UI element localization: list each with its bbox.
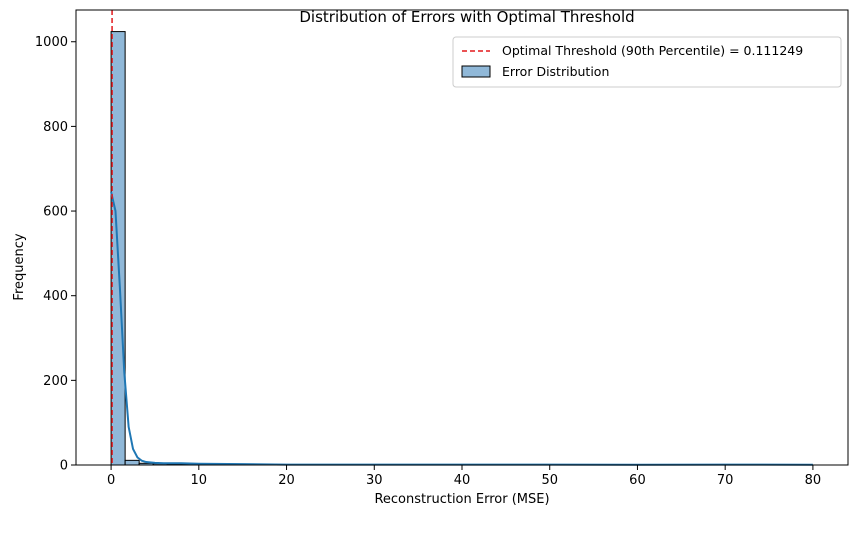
y-tick-label: 1000	[35, 35, 68, 50]
x-tick-label: 40	[454, 473, 471, 488]
legend-histogram-label: Error Distribution	[502, 64, 609, 79]
legend-threshold-label: Optimal Threshold (90th Percentile) = 0.…	[502, 43, 803, 58]
x-tick-label: 20	[278, 473, 295, 488]
legend: Optimal Threshold (90th Percentile) = 0.…	[452, 36, 842, 88]
x-tick-label: 50	[541, 473, 558, 488]
legend-histogram-swatch	[461, 65, 491, 78]
y-tick-label: 600	[43, 205, 68, 220]
legend-box	[452, 36, 842, 88]
x-tick-label: 70	[717, 473, 734, 488]
kde-line	[110, 191, 813, 466]
y-tick-label: 800	[43, 120, 68, 135]
x-tick-label: 0	[107, 473, 115, 488]
histogram-bar	[124, 459, 140, 466]
x-tick-label: 30	[366, 473, 383, 488]
y-axis-label: Frequency	[12, 233, 27, 300]
y-tick-label: 0	[60, 459, 68, 474]
x-tick-label: 60	[629, 473, 646, 488]
x-tick-label: 80	[805, 473, 822, 488]
x-axis-ticks: 0 10 20 30 40 50 60 70 80	[107, 465, 821, 488]
x-tick-label: 10	[191, 473, 208, 488]
y-axis-ticks: 0 200 400 600 800 1000	[35, 35, 76, 474]
y-tick-label: 400	[43, 289, 68, 304]
y-tick-label: 200	[43, 374, 68, 389]
x-axis-label: Reconstruction Error (MSE)	[374, 492, 549, 507]
chart-title: Distribution of Errors with Optimal Thre…	[299, 8, 634, 26]
